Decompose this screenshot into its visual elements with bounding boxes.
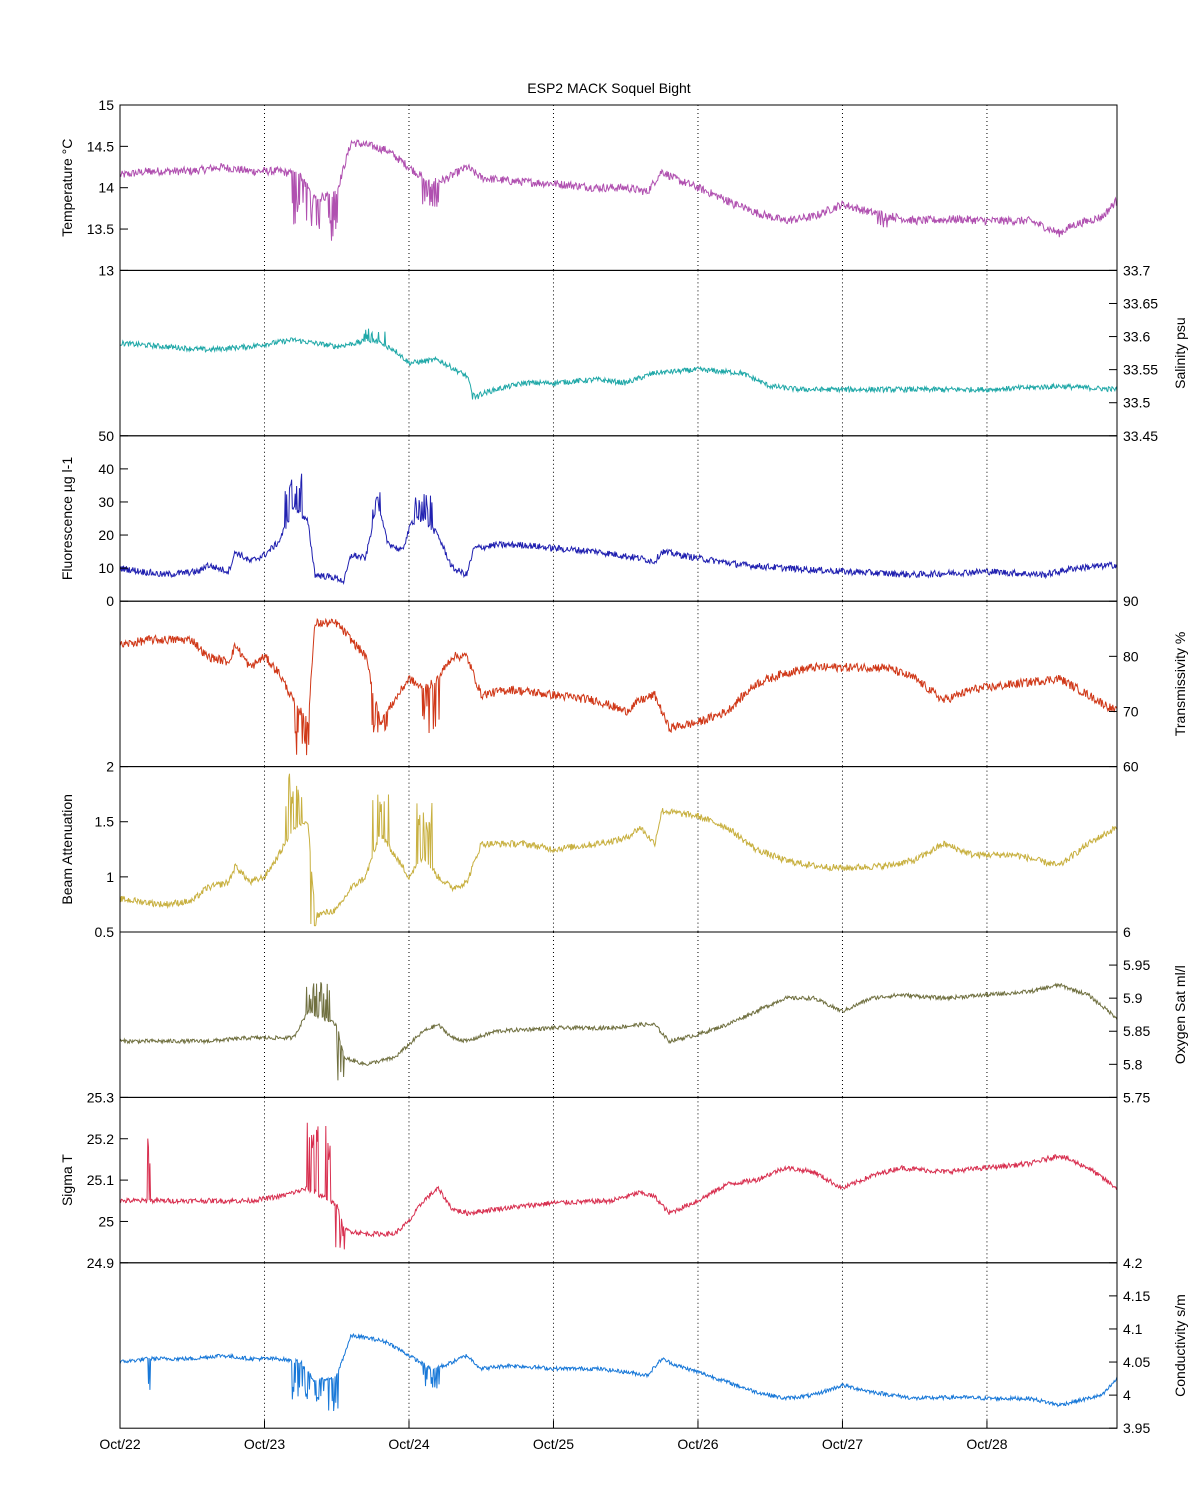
y-tick-label: 33.6: [1123, 329, 1150, 345]
y-axis-label: Beam Attenuation: [59, 794, 75, 905]
y-tick-label: 33.7: [1123, 262, 1150, 278]
y-tick-label: 5.85: [1123, 1023, 1150, 1039]
y-tick-label: 25: [98, 1213, 114, 1229]
x-tick-label: Oct/23: [244, 1436, 285, 1452]
y-tick-label: 13: [98, 262, 114, 278]
y-tick-label: 5.95: [1123, 957, 1150, 973]
panel-fluorescence: 0 10 20 30 40 50 Fluorescence µg l-1: [59, 428, 1118, 609]
y-tick-label: 20: [98, 527, 114, 543]
y-tick-label: 3.95: [1123, 1420, 1150, 1436]
y-tick-label: 6: [1123, 924, 1131, 940]
y-tick-label: 60: [1123, 759, 1139, 775]
y-tick-label: 30: [98, 494, 114, 510]
y-tick-label: 5.8: [1123, 1056, 1143, 1072]
panel-frame: [119, 931, 1118, 1098]
panel-sigma_t: 24.9 25 25.1 25.2 25.3 Sigma T: [59, 1089, 1118, 1271]
y-tick-label: 4.15: [1123, 1288, 1150, 1304]
y-tick-label: 1.5: [95, 814, 115, 830]
y-tick-label: 70: [1123, 703, 1139, 719]
y-tick-label: 13.5: [87, 221, 114, 237]
y-tick-label: 25.1: [87, 1172, 114, 1188]
panel-frame: [119, 435, 1118, 602]
series-line-salinity: [120, 328, 1117, 401]
x-tick-label: Oct/24: [388, 1436, 429, 1452]
x-tick-label: Oct/27: [822, 1436, 863, 1452]
y-tick-label: 1: [106, 869, 114, 885]
y-tick-label: 33.55: [1123, 362, 1158, 378]
y-axis-label: Temperature °C: [59, 139, 75, 237]
series-line-sigma_t: [120, 1122, 1117, 1250]
x-tick-label: Oct/22: [99, 1436, 140, 1452]
series-line-oxygen_sat: [120, 982, 1117, 1081]
y-tick-label: 4.1: [1123, 1321, 1143, 1337]
y-tick-label: 4: [1123, 1387, 1131, 1403]
series-line-beam_attenuation: [120, 773, 1117, 927]
y-axis-label: Salinity psu: [1172, 317, 1188, 389]
x-tick-label: Oct/25: [533, 1436, 574, 1452]
panel-frame: [119, 1096, 1118, 1264]
y-tick-label: 4.2: [1123, 1255, 1143, 1271]
panel-conductivity: 3.95 4 4.05 4.1 4.15 4.2 Conductivity s/m: [119, 1255, 1188, 1436]
y-tick-label: 14: [98, 180, 114, 196]
panel-frame: [119, 600, 1118, 768]
panel-frame: [119, 269, 1118, 437]
y-tick-label: 0: [106, 593, 114, 609]
y-tick-label: 2: [106, 759, 114, 775]
panel-salinity: 33.45 33.5 33.55 33.6 33.65 33.7 Salinity psu: [119, 262, 1188, 444]
panel-transmissivity: 60 70 80 90 Transmissivity %: [119, 593, 1188, 775]
y-tick-label: 4.05: [1123, 1354, 1150, 1370]
panel-frame: [119, 1262, 1118, 1429]
y-axis-label: Sigma T: [59, 1154, 75, 1206]
y-axis-label: Fluorescence µg l-1: [59, 457, 75, 580]
y-tick-label: 25.3: [87, 1089, 114, 1105]
x-tick-label: Oct/28: [966, 1436, 1007, 1452]
y-tick-label: 24.9: [87, 1255, 114, 1271]
y-tick-label: 5.9: [1123, 990, 1143, 1006]
y-axis-label: Oxygen Sat ml/l: [1172, 965, 1188, 1064]
y-axis-label: Conductivity s/m: [1172, 1294, 1188, 1397]
y-tick-label: 5.75: [1123, 1089, 1150, 1105]
panel-beam_attenuation: 0.5 1 1.5 2 Beam Attenuation: [59, 759, 1118, 940]
series-line-conductivity: [120, 1333, 1117, 1412]
series-line-temperature: [120, 139, 1117, 241]
y-tick-label: 33.45: [1123, 428, 1158, 444]
series-line-fluorescence: [120, 473, 1117, 585]
y-tick-label: 40: [98, 461, 114, 477]
y-tick-label: 90: [1123, 593, 1139, 609]
panel-temperature: 13 13.5 14 14.5 15 Temperature °C: [59, 97, 1118, 278]
x-axis: Oct/22 Oct/23 Oct/24 Oct/25 Oct/26 Oct/27 Oct/…: [99, 1420, 1008, 1452]
y-tick-label: 25.2: [87, 1131, 114, 1147]
x-tick-label: Oct/26: [677, 1436, 718, 1452]
y-tick-label: 14.5: [87, 138, 114, 154]
y-tick-label: 0.5: [95, 924, 115, 940]
y-tick-label: 10: [98, 560, 114, 576]
panel-oxygen_sat: 5.75 5.8 5.85 5.9 5.95 6 Oxygen Sat ml/l: [119, 924, 1188, 1105]
series-line-transmissivity: [120, 617, 1117, 756]
y-tick-label: 80: [1123, 648, 1139, 664]
y-tick-label: 33.5: [1123, 395, 1150, 411]
y-tick-label: 33.65: [1123, 295, 1158, 311]
y-tick-label: 50: [98, 428, 114, 444]
chart-title: ESP2 MACK Soquel Bight: [527, 80, 691, 96]
y-axis-label: Transmissivity %: [1172, 632, 1188, 737]
y-tick-label: 15: [98, 97, 114, 113]
panel-frame: [119, 766, 1118, 933]
